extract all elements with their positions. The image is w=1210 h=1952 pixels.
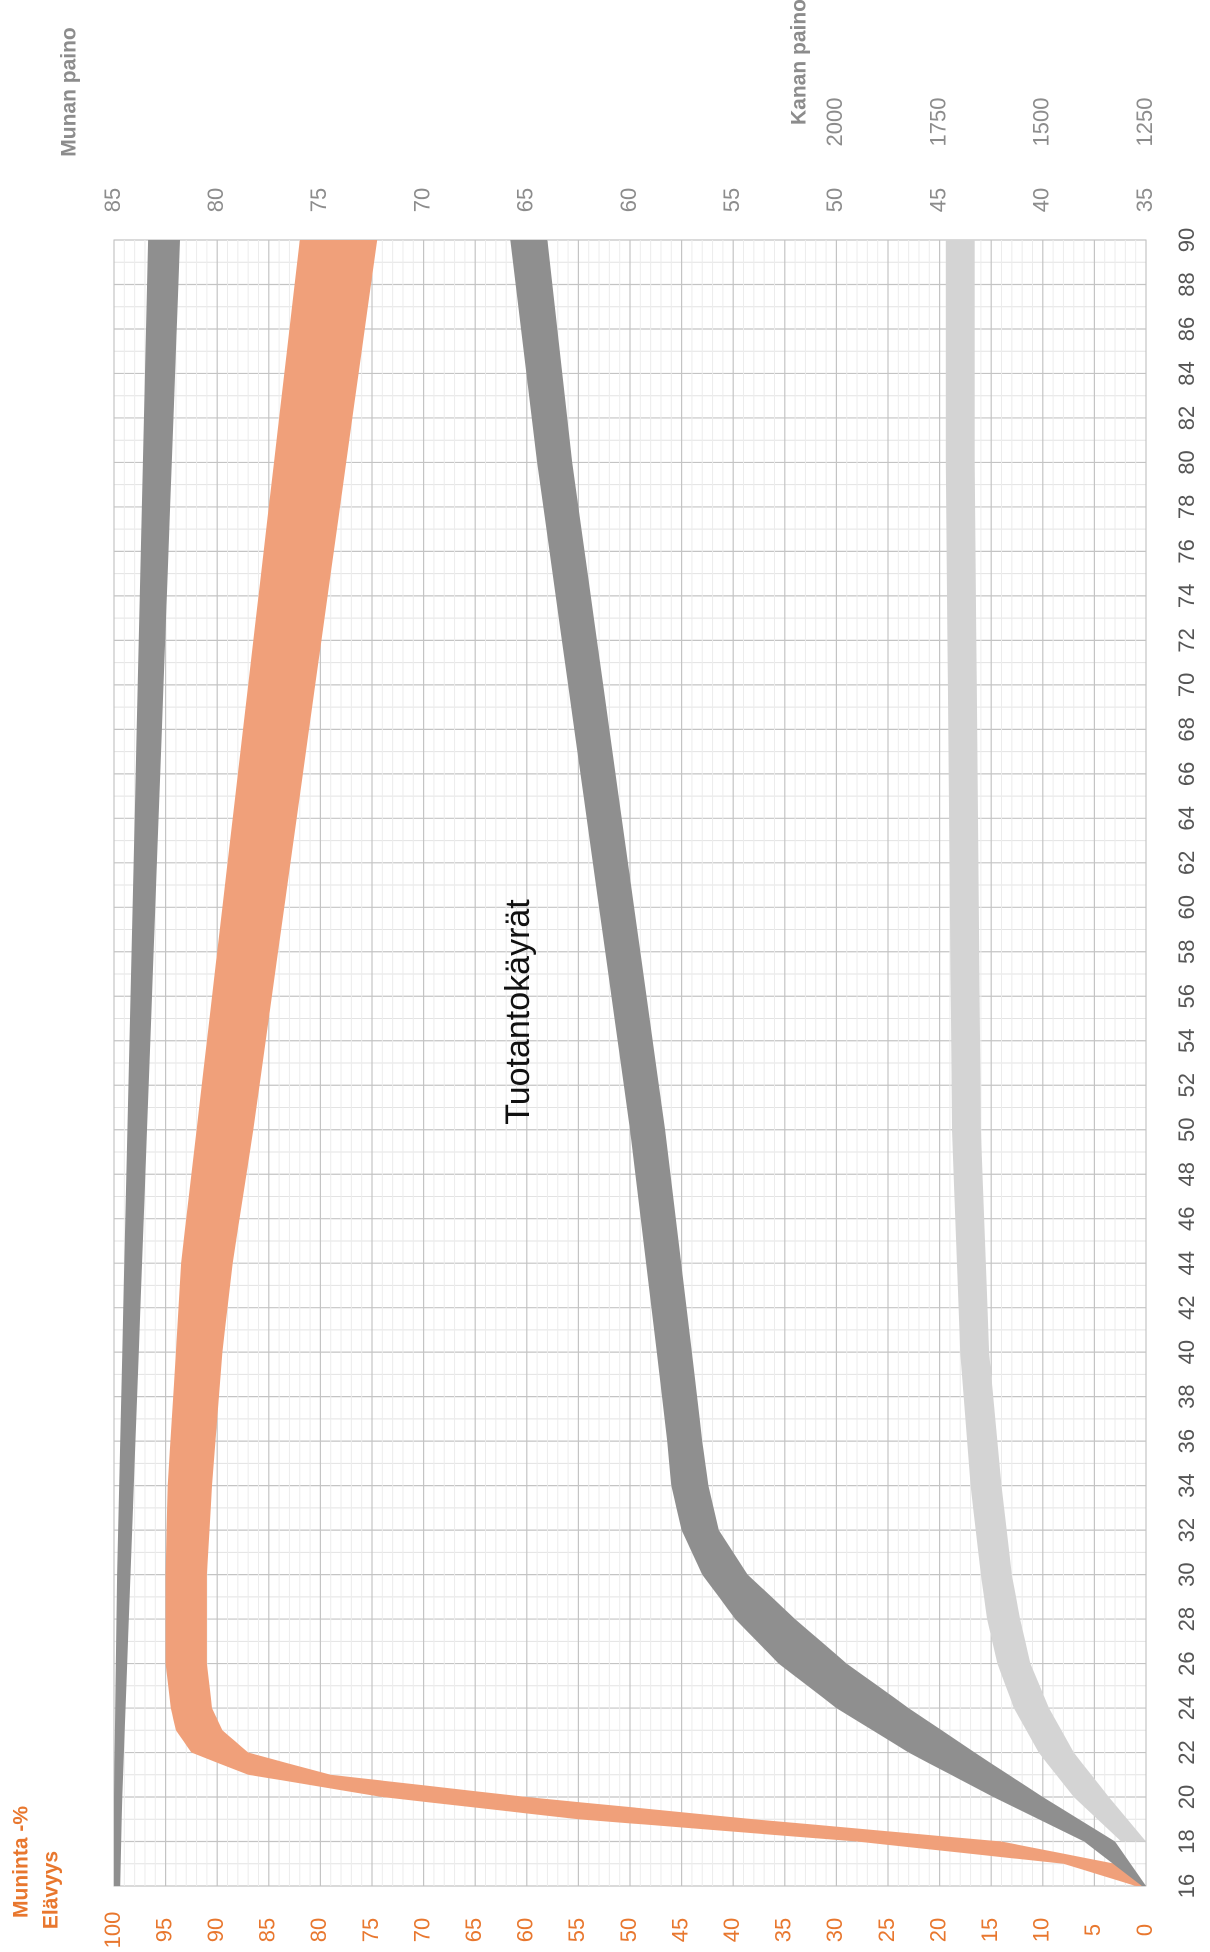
week-tick-label: 18 xyxy=(1174,1829,1199,1853)
week-tick-label: 40 xyxy=(1174,1340,1199,1364)
muninta-axis-title: Muninta -% xyxy=(10,1806,33,1918)
egg-weight-tick-label: 60 xyxy=(616,188,641,212)
week-tick-label: 62 xyxy=(1174,851,1199,875)
egg-weight-tick-label: 50 xyxy=(822,188,847,212)
percent-tick-label: 25 xyxy=(874,1918,899,1942)
week-tick-label: 24 xyxy=(1174,1696,1199,1720)
elavyys-axis-title: Elävyys xyxy=(40,1851,63,1929)
week-tick-label: 76 xyxy=(1174,539,1199,563)
percent-tick-label: 40 xyxy=(719,1918,744,1942)
bands xyxy=(114,240,1147,1886)
week-tick-label: 74 xyxy=(1174,584,1199,608)
percent-tick-label: 5 xyxy=(1080,1924,1105,1936)
week-tick-label: 56 xyxy=(1174,984,1199,1008)
week-tick-label: 64 xyxy=(1174,806,1199,830)
week-tick-label: 66 xyxy=(1174,762,1199,786)
week-tick-label: 32 xyxy=(1174,1518,1199,1542)
percent-tick-label: 90 xyxy=(203,1918,228,1942)
week-tick-label: 28 xyxy=(1174,1607,1199,1631)
axis-titles: Muninta -% Elävyys Munan paino Kanan paino T… xyxy=(10,0,811,1929)
egg-weight-tick-label: 85 xyxy=(100,188,125,212)
hen-weight-tick-label: 2000 xyxy=(822,98,847,147)
week-tick-label: 48 xyxy=(1174,1162,1199,1186)
percent-tick-label: 45 xyxy=(667,1918,692,1942)
chart-title: Tuotantokäyrät xyxy=(499,899,537,1125)
percent-tick-label: 60 xyxy=(513,1918,538,1942)
week-tick-label: 88 xyxy=(1174,272,1199,296)
week-tick-label: 60 xyxy=(1174,895,1199,919)
week-tick-label: 16 xyxy=(1174,1874,1199,1898)
week-tick-label: 68 xyxy=(1174,717,1199,741)
week-tick-label: 86 xyxy=(1174,317,1199,341)
kanan-paino-axis-title: Kanan paino xyxy=(788,0,811,125)
percent-tick-label: 65 xyxy=(461,1918,486,1942)
hen-weight-tick-label: 1250 xyxy=(1132,98,1157,147)
week-tick-label: 22 xyxy=(1174,1740,1199,1764)
egg-weight-tick-label: 80 xyxy=(203,188,228,212)
egg-weight-tick-label: 35 xyxy=(1132,188,1157,212)
week-tick-label: 80 xyxy=(1174,450,1199,474)
egg-weight-tick-label: 70 xyxy=(409,188,434,212)
week-tick-label: 36 xyxy=(1174,1429,1199,1453)
week-tick-label: 70 xyxy=(1174,673,1199,697)
week-tick-label: 58 xyxy=(1174,940,1199,964)
percent-tick-label: 85 xyxy=(255,1918,280,1942)
week-tick-label: 38 xyxy=(1174,1384,1199,1408)
band-munan-paino xyxy=(510,240,1146,1886)
egg-weight-tick-label: 75 xyxy=(306,188,331,212)
week-tick-label: 52 xyxy=(1174,1073,1199,1097)
tick-labels: 1618202224262830323436384042444648505254… xyxy=(100,98,1199,1949)
hen-weight-tick-label: 1500 xyxy=(1029,98,1054,147)
week-tick-label: 78 xyxy=(1174,495,1199,519)
week-tick-label: 50 xyxy=(1174,1117,1199,1141)
week-tick-label: 34 xyxy=(1174,1473,1199,1497)
week-tick-label: 84 xyxy=(1174,361,1199,385)
percent-tick-label: 10 xyxy=(1029,1918,1054,1942)
week-tick-label: 44 xyxy=(1174,1251,1199,1275)
percent-tick-label: 80 xyxy=(306,1918,331,1942)
week-tick-label: 72 xyxy=(1174,628,1199,652)
percent-tick-label: 75 xyxy=(358,1918,383,1942)
percent-tick-label: 50 xyxy=(616,1918,641,1942)
band-kanan-paino xyxy=(945,240,1146,1842)
percent-tick-label: 55 xyxy=(564,1918,589,1942)
hen-weight-tick-label: 1750 xyxy=(925,98,950,147)
percent-tick-label: 70 xyxy=(409,1918,434,1942)
week-tick-label: 42 xyxy=(1174,1295,1199,1319)
egg-weight-tick-label: 45 xyxy=(925,188,950,212)
percent-tick-label: 95 xyxy=(151,1918,176,1942)
week-tick-label: 46 xyxy=(1174,1206,1199,1230)
egg-weight-tick-label: 40 xyxy=(1029,188,1054,212)
percent-tick-label: 100 xyxy=(100,1912,125,1949)
week-tick-label: 20 xyxy=(1174,1785,1199,1809)
week-tick-label: 90 xyxy=(1174,228,1199,252)
week-tick-label: 82 xyxy=(1174,406,1199,430)
percent-tick-label: 20 xyxy=(925,1918,950,1942)
percent-tick-label: 35 xyxy=(771,1918,796,1942)
egg-weight-tick-label: 65 xyxy=(513,188,538,212)
percent-tick-label: 30 xyxy=(822,1918,847,1942)
week-tick-label: 30 xyxy=(1174,1562,1199,1586)
percent-tick-label: 15 xyxy=(977,1918,1002,1942)
band-elavyys xyxy=(114,240,180,1886)
week-tick-label: 54 xyxy=(1174,1029,1199,1053)
week-tick-label: 26 xyxy=(1174,1651,1199,1675)
percent-tick-label: 0 xyxy=(1132,1924,1157,1936)
egg-weight-tick-label: 55 xyxy=(719,188,744,212)
munan-paino-axis-title: Munan paino xyxy=(58,27,81,157)
